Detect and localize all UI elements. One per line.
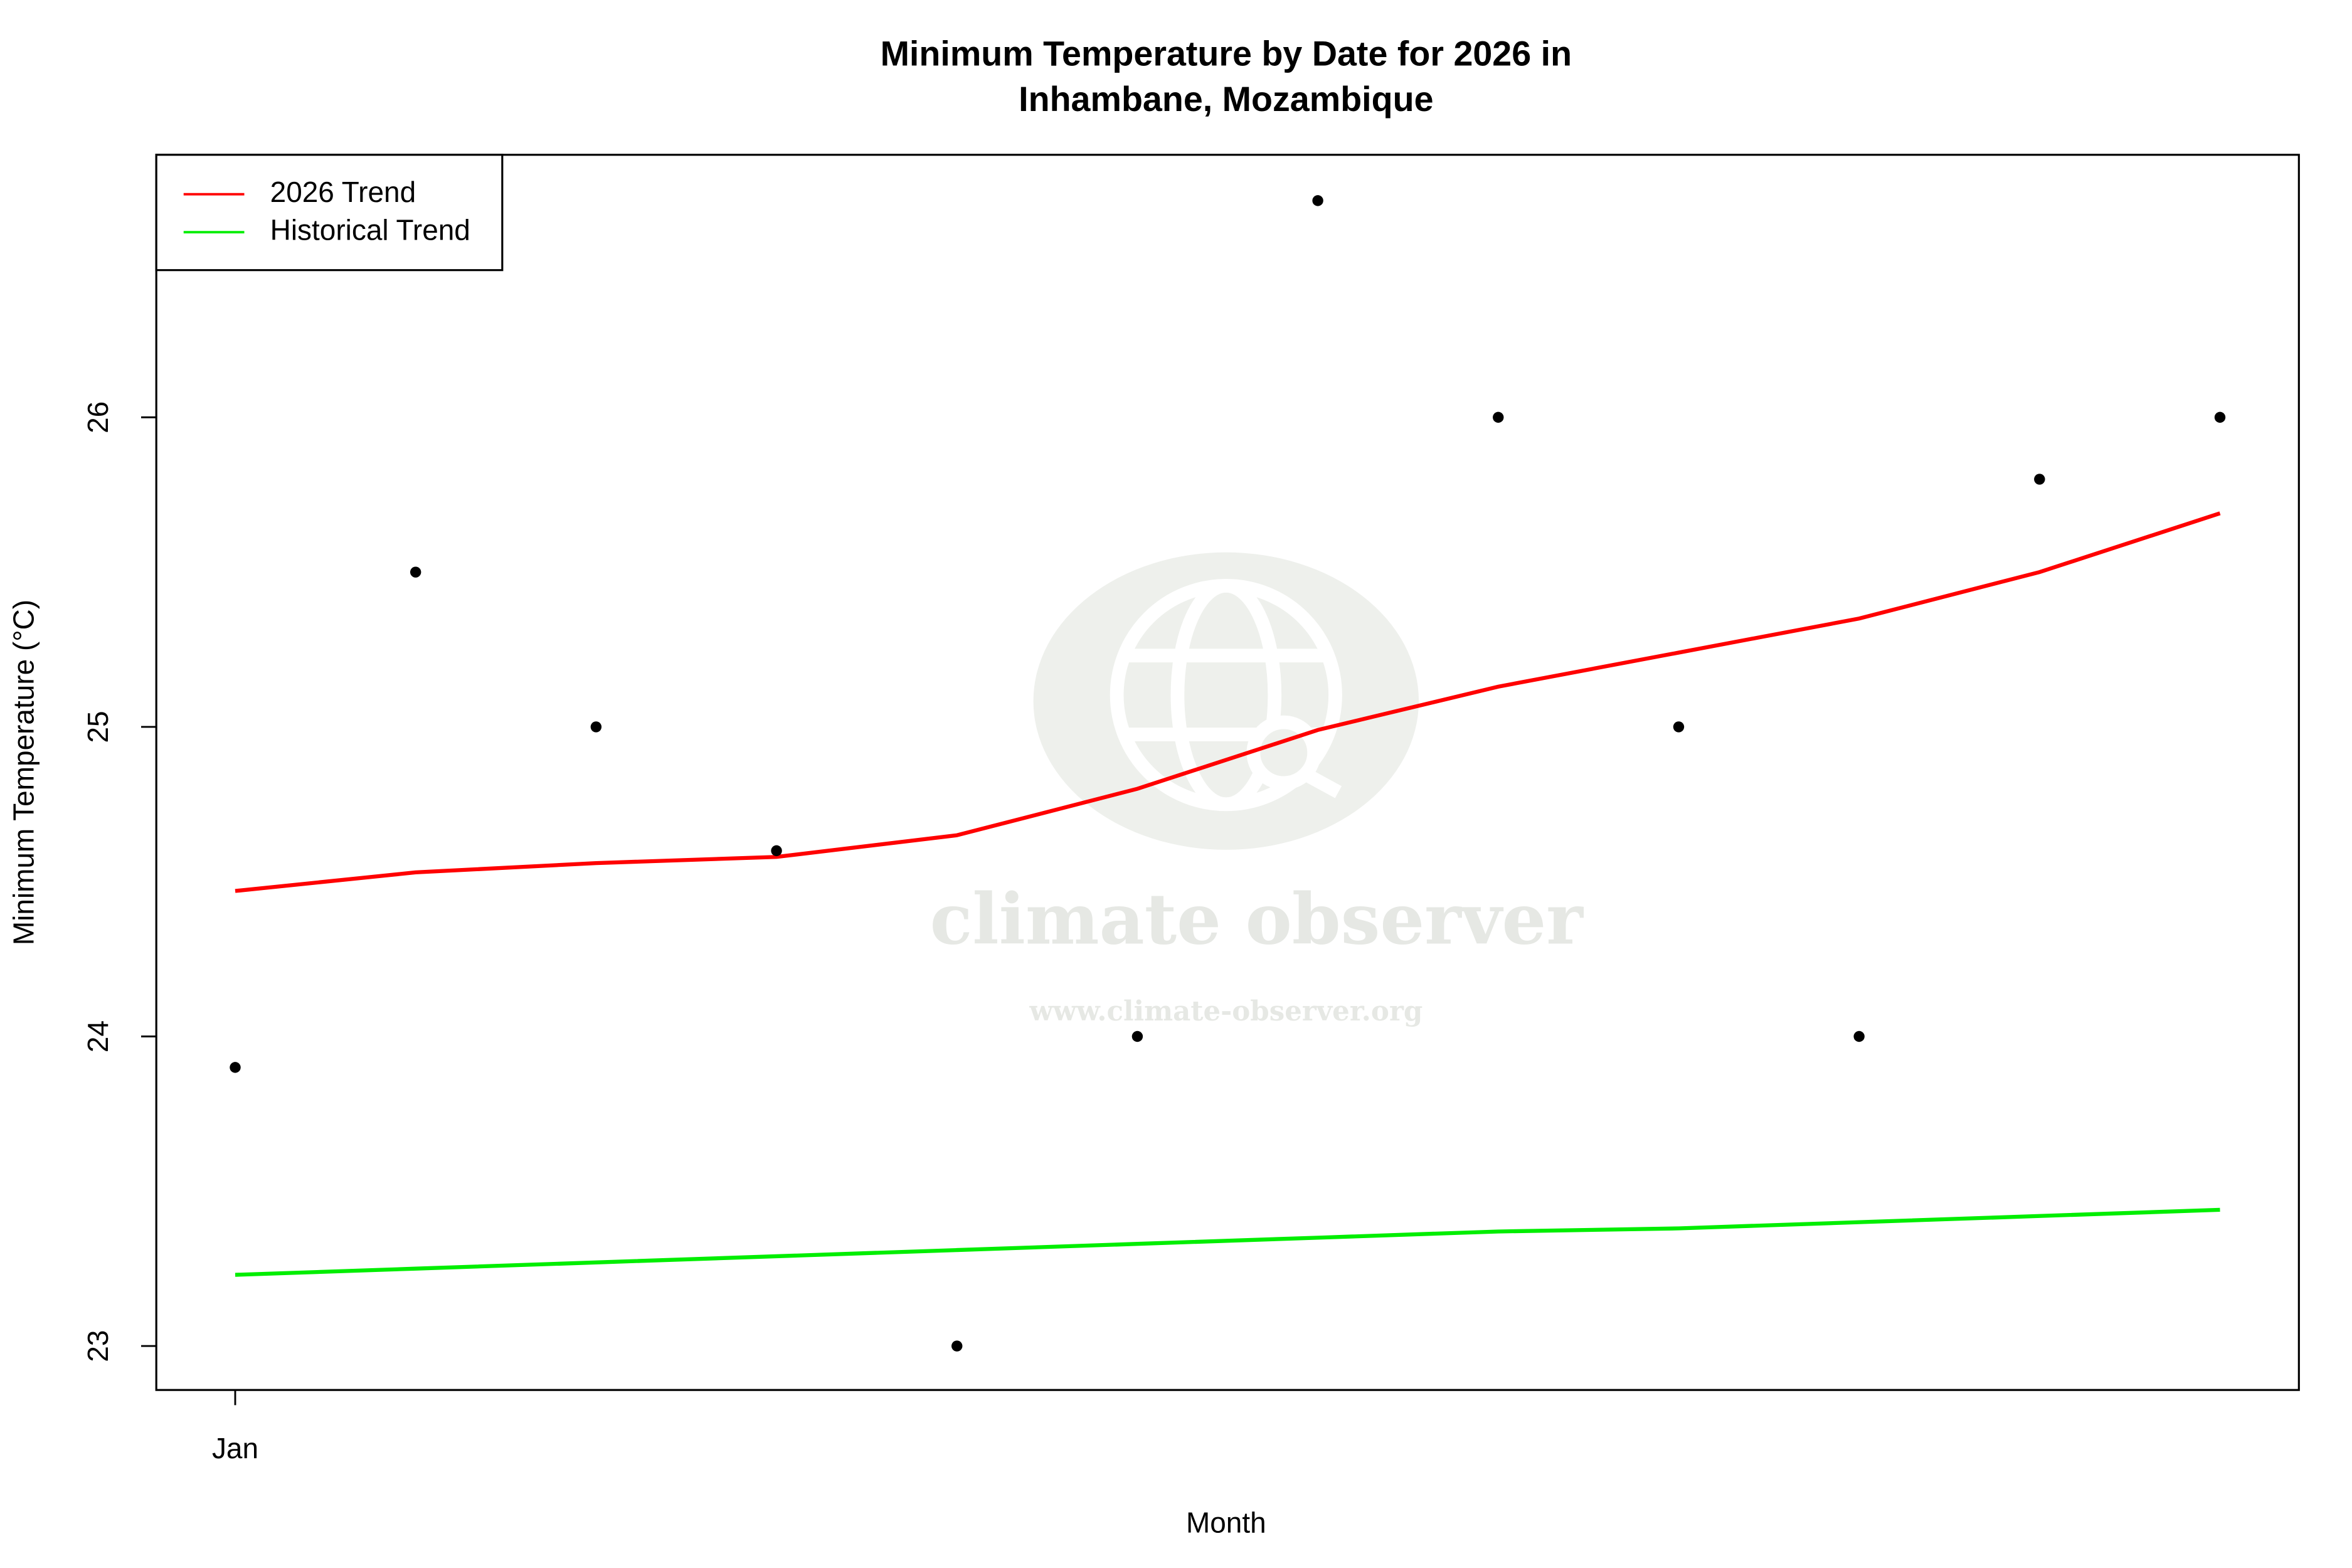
trend-line <box>235 511 2221 893</box>
data-point <box>771 845 782 857</box>
data-point <box>1673 721 1685 733</box>
y-tick-label: 25 <box>82 711 114 743</box>
y-tick-label: 24 <box>82 1020 114 1052</box>
data-point <box>1493 411 1504 423</box>
legend-label: Historical Trend <box>270 213 470 246</box>
chart-title: Minimum Temperature by Date for 2026 in <box>881 34 1572 73</box>
y-tick-label: 23 <box>82 1330 114 1362</box>
watermark-name: climate observer <box>930 879 1584 961</box>
x-tick-label: Jan <box>212 1432 258 1465</box>
data-point <box>590 721 602 733</box>
data-point <box>1312 195 1323 206</box>
chart-subtitle: Inhambane, Mozambique <box>1019 80 1433 119</box>
data-point <box>2214 411 2226 423</box>
legend-box <box>155 154 504 272</box>
plot-frame <box>155 154 2300 1391</box>
data-point <box>2034 474 2045 485</box>
legend-label: 2026 Trend <box>270 176 416 208</box>
data-point <box>1131 1030 1143 1042</box>
data-point <box>230 1062 241 1073</box>
legend: 2026 Trend Historical Trend <box>155 154 504 272</box>
data-point <box>951 1340 963 1352</box>
watermark-url: www.climate-observer.org <box>1029 995 1422 1027</box>
watermark-logo <box>1033 552 1419 850</box>
data-point <box>410 566 421 578</box>
y-axis-label: Minimum Temperature (°C) <box>7 600 40 945</box>
data-point <box>1853 1030 1865 1042</box>
y-tick-label: 26 <box>82 401 114 433</box>
x-axis-label: Month <box>1186 1507 1266 1539</box>
trend-line <box>235 1207 2220 1277</box>
